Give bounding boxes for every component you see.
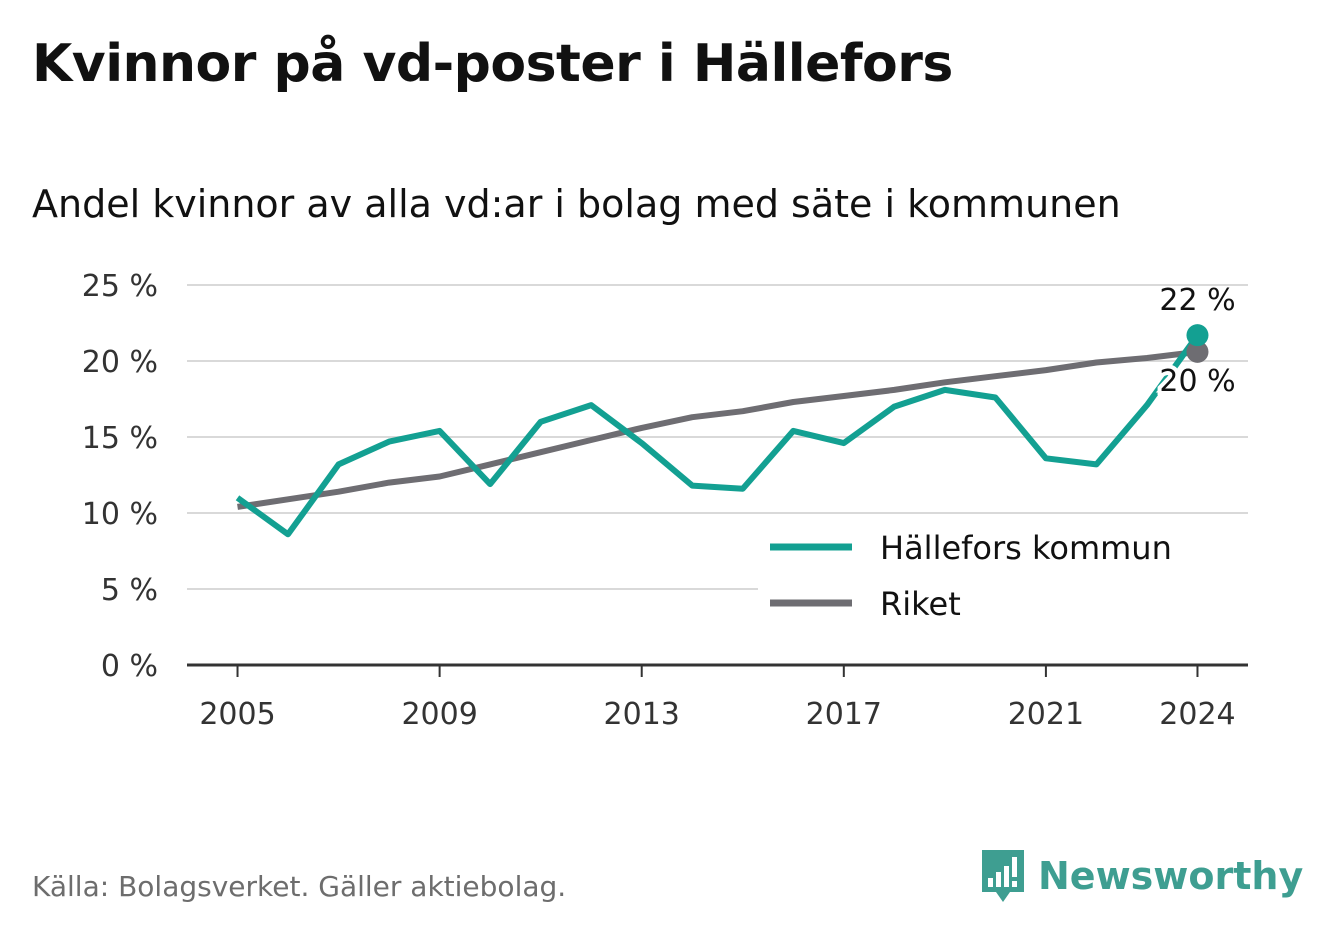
brand-logo: Newsworthy xyxy=(980,848,1303,904)
y-tick-label-5: 5 % xyxy=(101,573,158,608)
x-tick-label-2009: 2009 xyxy=(401,697,477,732)
legend-label-riket: Riket xyxy=(880,585,961,623)
end-label-riket: 20 % xyxy=(1159,364,1235,399)
y-tick-label-15: 15 % xyxy=(82,421,158,456)
legend-label-hallefors: Hällefors kommun xyxy=(880,529,1172,567)
series-lines xyxy=(235,324,1209,538)
end-label-hallefors: 22 % xyxy=(1159,283,1235,318)
legend: Hällefors kommun Riket xyxy=(758,515,1248,633)
x-axis: 2005 2009 2013 2017 2021 2024 xyxy=(187,663,1248,732)
y-tick-label-25: 25 % xyxy=(82,269,158,304)
end-labels: 22 % 20 % xyxy=(1155,283,1239,403)
y-tick-label-0: 0 % xyxy=(101,649,158,684)
y-tick-label-20: 20 % xyxy=(82,345,158,380)
series-line-hallefors xyxy=(235,333,1200,538)
endpoint-marker-riket xyxy=(1186,340,1209,363)
y-tick-label-10: 10 % xyxy=(82,497,158,532)
chart-title: Kvinnor på vd-poster i Hällefors xyxy=(32,34,953,94)
x-tick-label-2013: 2013 xyxy=(604,697,680,732)
x-tick-label-2024: 2024 xyxy=(1159,697,1235,732)
legend-background xyxy=(758,515,1248,633)
x-tick-label-2021: 2021 xyxy=(1008,697,1084,732)
series-line-riket xyxy=(237,348,1198,510)
x-tick-label-2017: 2017 xyxy=(806,697,882,732)
chart-subtitle: Andel kvinnor av alla vd:ar i bolag med … xyxy=(32,182,1121,226)
brand-name: Newsworthy xyxy=(1038,854,1304,898)
newsworthy-logo-icon xyxy=(982,850,1024,902)
y-axis-ticks: 0 % 5 % 10 % 15 % 20 % 25 % xyxy=(82,269,158,684)
source-note: Källa: Bolagsverket. Gäller aktiebolag. xyxy=(32,870,567,903)
endpoint-marker-hallefors xyxy=(1186,324,1209,347)
gridlines xyxy=(187,284,1248,590)
x-tick-label-2005: 2005 xyxy=(199,697,275,732)
